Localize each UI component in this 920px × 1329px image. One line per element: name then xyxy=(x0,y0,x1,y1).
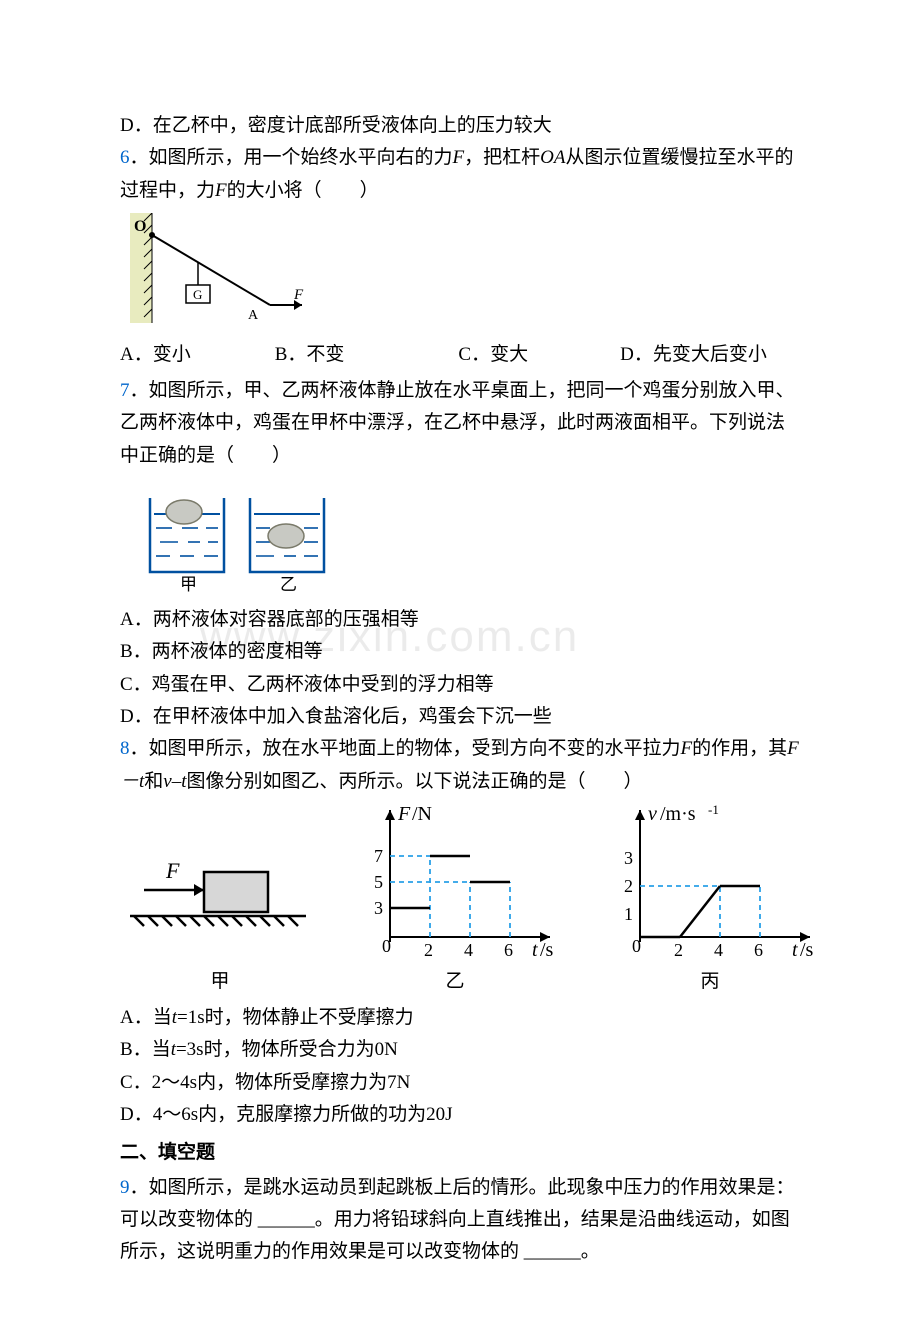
q8-figleft-F: F xyxy=(165,858,180,883)
svg-text:/s: /s xyxy=(540,939,554,961)
svg-text:-1: -1 xyxy=(708,802,719,817)
svg-text:2: 2 xyxy=(624,876,633,896)
q5-optD-text: ．在乙杯中，密度计底部所受液体向上的压力较大 xyxy=(134,115,552,136)
svg-text:/m·s: /m·s xyxy=(660,803,696,825)
svg-text:4: 4 xyxy=(464,940,473,960)
svg-text:v: v xyxy=(648,803,657,825)
svg-text:6: 6 xyxy=(504,940,513,960)
svg-text:t: t xyxy=(532,939,538,961)
q7-optionA: A．两杯液体对容器底部的压强相等 xyxy=(120,604,800,636)
svg-text:1: 1 xyxy=(624,904,633,924)
q6-figure-G: G xyxy=(193,287,202,302)
q6-figure-A: A xyxy=(248,308,259,323)
q9-number: 9 xyxy=(120,1177,130,1198)
q6-stem-2: ，把杠杆 xyxy=(464,147,540,168)
q8-stem-1: ．如图甲所示，放在水平地面上的物体，受到方向不变的水平拉力 xyxy=(130,738,681,759)
q8-number: 8 xyxy=(120,738,130,759)
svg-text:3: 3 xyxy=(624,848,633,868)
q7-stem: 7．如图所示，甲、乙两杯液体静止放在水平桌面上，把同一个鸡蛋分别放入甲、乙两杯液… xyxy=(120,375,800,472)
q8-optionB: B．当t=3s时，物体所受合力为0N xyxy=(120,1034,800,1066)
q6-stem-4: 的大小将（ ） xyxy=(227,180,379,201)
svg-text:/s: /s xyxy=(800,939,814,961)
q7-label-left: 甲 xyxy=(180,575,197,594)
svg-text:0: 0 xyxy=(632,936,641,956)
q8-label-right: 丙 xyxy=(700,966,719,998)
q8-stem-2: 的作用，其 xyxy=(692,738,787,759)
q8-fig-left: F 甲 xyxy=(130,842,310,998)
q8-vt: v–t xyxy=(163,771,186,792)
q5-optD-label: D xyxy=(120,115,134,136)
section2-title: 二、填空题 xyxy=(120,1137,800,1169)
q7-optionC: C．鸡蛋在甲、乙两杯液体中受到的浮力相等 xyxy=(120,669,800,701)
svg-text:t: t xyxy=(792,939,798,961)
q6-figure-O: O xyxy=(134,218,146,235)
q9-stem: 9．如图所示，是跳水运动员到起跳板上后的情形。此现象中压力的作用效果是：可以改变… xyxy=(120,1172,800,1269)
q5-option-D: D．在乙杯中，密度计底部所受液体向上的压力较大 xyxy=(120,110,800,142)
svg-text:5: 5 xyxy=(374,872,383,892)
q8-chart-mid: F/N t/s 0 3 5 7 2 4 6 乙 xyxy=(350,802,560,998)
q6-stem: 6．如图所示，用一个始终水平向右的力F，把杠杆OA从图示位置缓慢拉至水平的过程中… xyxy=(120,142,800,207)
svg-text:7: 7 xyxy=(374,846,383,866)
q6-optA: A．变小 xyxy=(120,339,191,371)
q8-stem-3: 和 xyxy=(144,771,163,792)
q8-label-left: 甲 xyxy=(210,966,229,998)
q8-optionD: D．4～6s内，克服摩擦力所做的功为20J xyxy=(120,1099,800,1131)
q8-stem: 8．如图甲所示，放在水平地面上的物体，受到方向不变的水平拉力F的作用，其F－t和… xyxy=(120,733,800,798)
q7-figure: 甲 乙 xyxy=(130,478,350,598)
svg-text:3: 3 xyxy=(374,898,383,918)
q6-F: F xyxy=(453,147,465,168)
svg-text:2: 2 xyxy=(424,940,433,960)
q6-OA: OA xyxy=(540,147,565,168)
q7-optionB: B．两杯液体的密度相等 xyxy=(120,636,800,668)
q8-stem-4: 图像分别如图乙、丙所示。以下说法正确的是（ ） xyxy=(187,771,643,792)
q7-number: 7 xyxy=(120,380,130,401)
q7-stem-text: ．如图所示，甲、乙两杯液体静止放在水平桌面上，把同一个鸡蛋分别放入甲、乙两杯液体… xyxy=(120,380,795,466)
q6-number: 6 xyxy=(120,147,130,168)
q9-stem-text: ．如图所示，是跳水运动员到起跳板上后的情形。此现象中压力的作用效果是：可以改变物… xyxy=(120,1177,795,1263)
svg-text:6: 6 xyxy=(754,940,763,960)
q6-figure-F: F xyxy=(293,287,304,303)
svg-text:4: 4 xyxy=(714,940,723,960)
q8-optionA: A．当t=1s时，物体静止不受摩擦力 xyxy=(120,1002,800,1034)
q8-optionC: C．2～4s内，物体所受摩擦力为7N xyxy=(120,1067,800,1099)
q7-label-right: 乙 xyxy=(280,575,297,594)
q8-label-mid: 乙 xyxy=(445,966,464,998)
q6-optD: D．先变大后变小 xyxy=(620,339,767,371)
q6-stem-1: ．如图所示，用一个始终水平向右的力 xyxy=(130,147,453,168)
q6-figure: O G A F xyxy=(130,213,310,333)
q6-optC: C．变大 xyxy=(458,339,528,371)
q6-F2: F xyxy=(215,180,227,201)
q7-optionD: D．在甲杯液体中加入食盐溶化后，鸡蛋会下沉一些 xyxy=(120,701,800,733)
svg-text:F: F xyxy=(397,803,411,825)
q8-F: F xyxy=(681,738,693,759)
svg-text:0: 0 xyxy=(382,936,391,956)
q6-options: A．变小 B．不变 C．变大 D．先变大后变小 xyxy=(120,339,800,371)
q6-optB: B．不变 xyxy=(275,339,345,371)
q8-chart-right: v/m·s -1 t/s 0 1 2 3 2 4 6 丙 xyxy=(600,802,820,998)
svg-text:/N: /N xyxy=(412,803,432,825)
svg-text:2: 2 xyxy=(674,940,683,960)
